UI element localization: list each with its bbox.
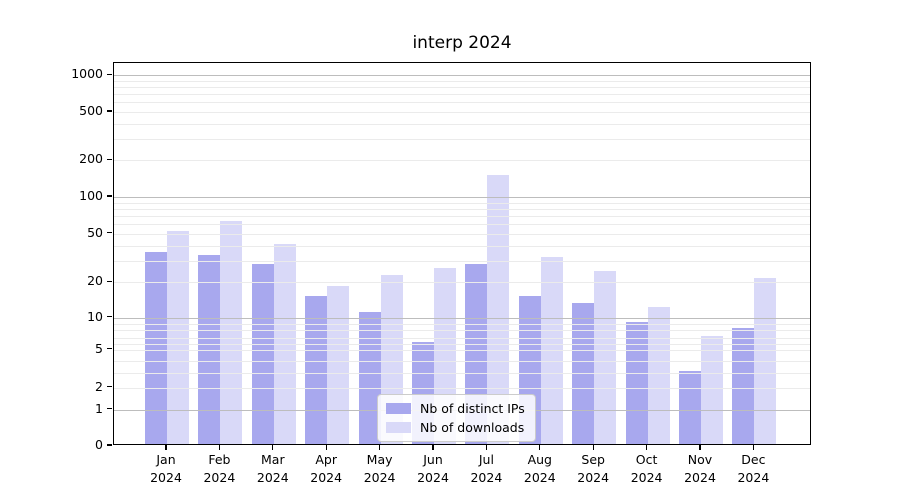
gridline xyxy=(114,139,810,140)
y-tick-mark xyxy=(107,232,112,234)
x-tick-mark xyxy=(592,445,594,450)
gridline xyxy=(114,87,810,89)
chart-title: interp 2024 xyxy=(412,33,512,53)
y-tick-label: 500 xyxy=(79,103,103,118)
y-tick-mark xyxy=(107,316,112,318)
x-tick-label: Nov 2024 xyxy=(684,452,716,485)
y-tick-mark xyxy=(107,386,112,388)
x-tick-mark xyxy=(218,445,221,450)
gridline xyxy=(114,208,810,210)
bar-downloads xyxy=(487,175,510,444)
y-tick-label: 200 xyxy=(79,151,103,167)
x-tick-mark xyxy=(272,445,274,450)
y-tick-label: 100 xyxy=(79,188,103,204)
gridline xyxy=(114,317,810,319)
x-tick-mark xyxy=(432,445,434,450)
gridline xyxy=(114,323,810,325)
gridline xyxy=(114,361,810,363)
bar-distinct-ips xyxy=(145,252,167,444)
y-tick-label: 2 xyxy=(95,378,103,394)
legend-label-downloads: Nb of downloads xyxy=(420,420,525,435)
gridline xyxy=(114,343,810,345)
x-tick-label: Dec 2024 xyxy=(737,452,770,485)
y-tick-mark xyxy=(107,195,112,197)
legend: Nb of distinct IPs Nb of downloads xyxy=(377,394,536,442)
legend-entry-downloads: Nb of downloads xyxy=(386,420,525,435)
bar-downloads xyxy=(754,277,777,444)
x-tick-label: Apr 2024 xyxy=(310,452,343,485)
x-tick-label: Jun 2024 xyxy=(417,452,449,485)
bar-downloads xyxy=(594,270,617,444)
gridline xyxy=(114,387,810,389)
x-tick-label: Feb 2024 xyxy=(203,452,236,485)
legend-swatch-downloads xyxy=(386,422,411,433)
plot-area xyxy=(113,62,811,445)
y-tick-mark xyxy=(107,158,112,161)
y-tick-mark xyxy=(107,407,112,410)
x-tick-mark xyxy=(699,445,701,450)
gridline xyxy=(114,349,810,351)
gridline xyxy=(114,373,810,374)
gridline xyxy=(114,160,810,162)
bar-distinct-ips xyxy=(251,264,274,444)
x-tick-label: May 2024 xyxy=(363,452,396,485)
y-tick-label: 50 xyxy=(87,224,103,240)
gridline xyxy=(114,260,810,262)
legend-swatch-distinct-ips xyxy=(386,403,411,414)
bar-distinct-ips xyxy=(732,328,755,444)
y-tick-label: 5 xyxy=(95,340,103,356)
gridline xyxy=(114,202,810,204)
x-tick-mark xyxy=(645,445,648,450)
gridline xyxy=(114,282,810,284)
bar-downloads xyxy=(701,335,723,444)
x-tick-mark xyxy=(752,445,755,450)
gridline xyxy=(114,80,810,82)
gridline xyxy=(114,233,810,235)
bar-distinct-ips xyxy=(679,371,701,444)
x-tick-mark xyxy=(378,445,381,450)
x-tick-label: Jan 2024 xyxy=(150,452,182,485)
y-tick-label: 0 xyxy=(95,437,103,452)
bar-downloads xyxy=(167,230,189,444)
y-tick-label: 1000 xyxy=(71,66,103,82)
bar-distinct-ips xyxy=(305,295,328,444)
bar-distinct-ips xyxy=(625,321,648,444)
x-tick-label: Mar 2024 xyxy=(256,452,289,485)
y-tick-mark xyxy=(107,280,112,282)
legend-label-distinct-ips: Nb of distinct IPs xyxy=(420,401,525,416)
y-tick-label: 20 xyxy=(87,273,103,289)
gridline xyxy=(114,75,810,77)
gridline xyxy=(114,337,810,339)
x-tick-label: Sep 2024 xyxy=(577,452,610,485)
y-tick-mark xyxy=(107,73,112,75)
gridline xyxy=(114,224,810,226)
bar-downloads xyxy=(220,221,243,444)
x-tick-mark xyxy=(485,445,488,450)
y-tick-mark xyxy=(107,348,112,350)
x-tick-mark xyxy=(325,445,327,450)
bar-distinct-ips xyxy=(358,311,381,444)
gridline xyxy=(114,123,810,125)
bar-downloads xyxy=(647,307,670,444)
y-tick-mark xyxy=(107,110,112,112)
gridline xyxy=(114,245,810,247)
x-tick-label: Jul 2024 xyxy=(470,452,503,485)
y-tick-label: 10 xyxy=(87,308,103,324)
gridline xyxy=(114,216,810,217)
x-tick-label: Aug 2024 xyxy=(523,452,556,485)
gridline xyxy=(114,197,810,199)
y-tick-mark xyxy=(107,444,112,446)
x-tick-mark xyxy=(165,445,167,450)
gridline xyxy=(114,112,810,113)
y-tick-label: 1 xyxy=(95,400,103,416)
bar-downloads xyxy=(327,285,350,444)
legend-entry-distinct-ips: Nb of distinct IPs xyxy=(386,401,525,416)
gridline xyxy=(114,330,810,332)
x-tick-label: Oct 2024 xyxy=(630,452,663,485)
gridline xyxy=(114,94,810,96)
gridline xyxy=(114,102,810,104)
x-tick-mark xyxy=(539,445,541,450)
